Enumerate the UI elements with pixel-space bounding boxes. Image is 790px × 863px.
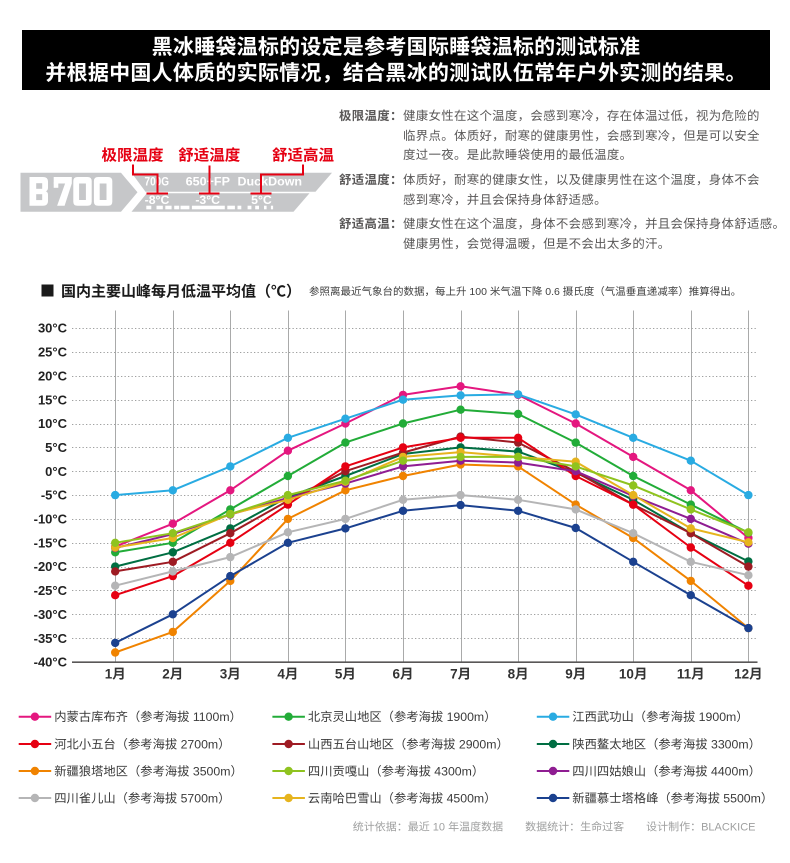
svg-text:-30°C: -30°C [34,604,68,623]
svg-text:7月: 7月 [450,663,471,683]
svg-text:-8°C: -8°C [145,190,170,208]
svg-text:统计依据：最近 10 年温度数据 数据统计：生命过客 设: 统计依据：最近 10 年温度数据 数据统计：生命过客 设计制作：BLACKICE [353,819,756,835]
svg-text:650+FP: 650+FP [186,174,231,190]
svg-text:-10°C: -10°C [34,509,68,528]
svg-text:12月: 12月 [734,663,763,683]
svg-text:舒适温度: 舒适温度 [178,144,241,166]
svg-text:新疆慕士塔格峰（参考海拔 5500m）: 新疆慕士塔格峰（参考海拔 5500m） [572,788,773,806]
svg-text:0°C: 0°C [45,461,67,480]
svg-text:内蒙古库布齐（参考海拔 1100m）: 内蒙古库布齐（参考海拔 1100m） [54,707,242,725]
svg-text:11月: 11月 [677,663,705,683]
svg-text:-35°C: -35°C [34,628,68,647]
svg-text:舒适高温: 舒适高温 [272,144,335,166]
svg-text:2月: 2月 [162,663,183,683]
svg-text:30°C: 30°C [38,318,68,337]
svg-text:云南哈巴雪山（参考海拔 4500m）: 云南哈巴雪山（参考海拔 4500m） [308,788,497,806]
svg-text:1月: 1月 [105,663,126,683]
svg-text:5°C: 5°C [251,190,272,208]
svg-text:5月: 5月 [335,663,356,683]
svg-text:四川贡嘎山（参考海拔 4300m）: 四川贡嘎山（参考海拔 4300m） [308,761,484,779]
svg-text:河北小五台（参考海拔 2700m）: 河北小五台（参考海拔 2700m） [54,734,230,752]
svg-text:-5°C: -5°C [41,485,68,504]
svg-text:四川雀儿山（参考海拔 5700m）: 四川雀儿山（参考海拔 5700m） [54,788,230,806]
svg-text:四川四姑娘山（参考海拔 4400m）: 四川四姑娘山（参考海拔 4400m） [572,761,761,779]
svg-text:4月: 4月 [277,663,298,683]
svg-text:陕西鳌太地区（参考海拔 3300m）: 陕西鳌太地区（参考海拔 3300m） [572,734,761,752]
svg-text:20°C: 20°C [38,365,68,384]
svg-text:参照离最近气象台的数据，每上升 100 米气温下降 0.6: 参照离最近气象台的数据，每上升 100 米气温下降 0.6 摄氏度（气温垂直递减… [309,284,741,299]
svg-text:新疆狼塔地区（参考海拔 3500m）: 新疆狼塔地区（参考海拔 3500m） [54,761,243,779]
svg-text:-15°C: -15°C [34,532,68,551]
svg-text:国内主要山峰每月低温平均值（℃）: 国内主要山峰每月低温平均值（℃） [61,281,301,302]
svg-text:-3°C: -3°C [195,190,220,208]
svg-text:江西武功山（参考海拔 1900m）: 江西武功山（参考海拔 1900m） [572,707,748,725]
svg-text:6月: 6月 [392,663,413,683]
svg-text:北京灵山地区（参考海拔 1900m）: 北京灵山地区（参考海拔 1900m） [308,707,497,725]
svg-text:9月: 9月 [565,663,586,683]
svg-text:DuckDown: DuckDown [238,174,303,190]
svg-text:15°C: 15°C [38,389,68,408]
svg-text:10月: 10月 [619,663,648,683]
svg-text:3月: 3月 [220,663,241,683]
svg-text:-25°C: -25°C [34,580,68,599]
svg-text:5°C: 5°C [45,437,67,456]
svg-text:-40°C: -40°C [34,652,68,671]
svg-text:极限温度: 极限温度 [101,144,164,166]
svg-text:8月: 8月 [508,663,529,683]
svg-text:25°C: 25°C [38,342,68,361]
svg-text:-20°C: -20°C [34,556,68,575]
svg-text:10°C: 10°C [38,413,68,432]
svg-text:山西五台山地区（参考海拔 2900m）: 山西五台山地区（参考海拔 2900m） [308,734,509,752]
